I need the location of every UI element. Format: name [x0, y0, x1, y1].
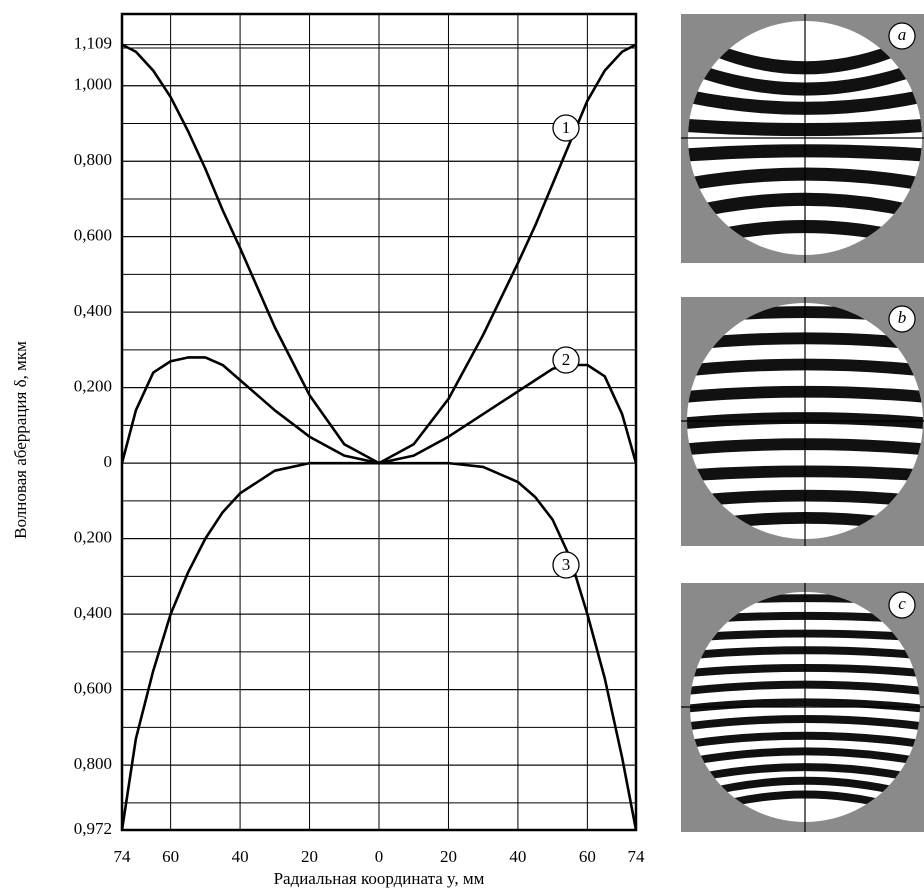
y-tick-label: 0,600 — [74, 226, 112, 245]
y-axis-label: Волновая аберрация δ, мкм — [11, 341, 30, 539]
y-tick-label: 0,800 — [74, 754, 112, 773]
y-tick-label: 0,400 — [74, 301, 112, 320]
y-tick-label: 1,109 — [74, 33, 112, 52]
x-tick-label: 40 — [232, 847, 249, 866]
y-tick-label: 0,800 — [74, 150, 112, 169]
x-tick-label: 60 — [579, 847, 596, 866]
y-tick-label: 0,600 — [74, 679, 112, 698]
y-tick-label: 0,400 — [74, 603, 112, 622]
series-label: 3 — [562, 555, 571, 574]
y-tick-label: 0,972 — [74, 819, 112, 838]
x-tick-label: 74 — [114, 847, 132, 866]
x-tick-label: 40 — [509, 847, 526, 866]
y-tick-label: 0,200 — [74, 528, 112, 547]
panel-label: a — [898, 25, 907, 44]
y-tick-label: 0,200 — [74, 377, 112, 396]
y-tick-label: 1,000 — [74, 75, 112, 94]
figure: Волновая аберрация δ, мкм Радиальная коо… — [0, 0, 924, 891]
y-tick-label: 0 — [104, 452, 113, 471]
x-tick-label: 60 — [162, 847, 179, 866]
x-tick-label: 20 — [440, 847, 457, 866]
x-axis-label: Радиальная координата y, мм — [274, 869, 485, 888]
series-label: 2 — [562, 350, 571, 369]
panel-label: b — [898, 308, 907, 327]
series-label: 1 — [562, 118, 571, 137]
x-tick-label: 20 — [301, 847, 318, 866]
panel-label: c — [898, 594, 906, 613]
x-tick-label: 74 — [628, 847, 646, 866]
x-tick-label: 0 — [375, 847, 384, 866]
